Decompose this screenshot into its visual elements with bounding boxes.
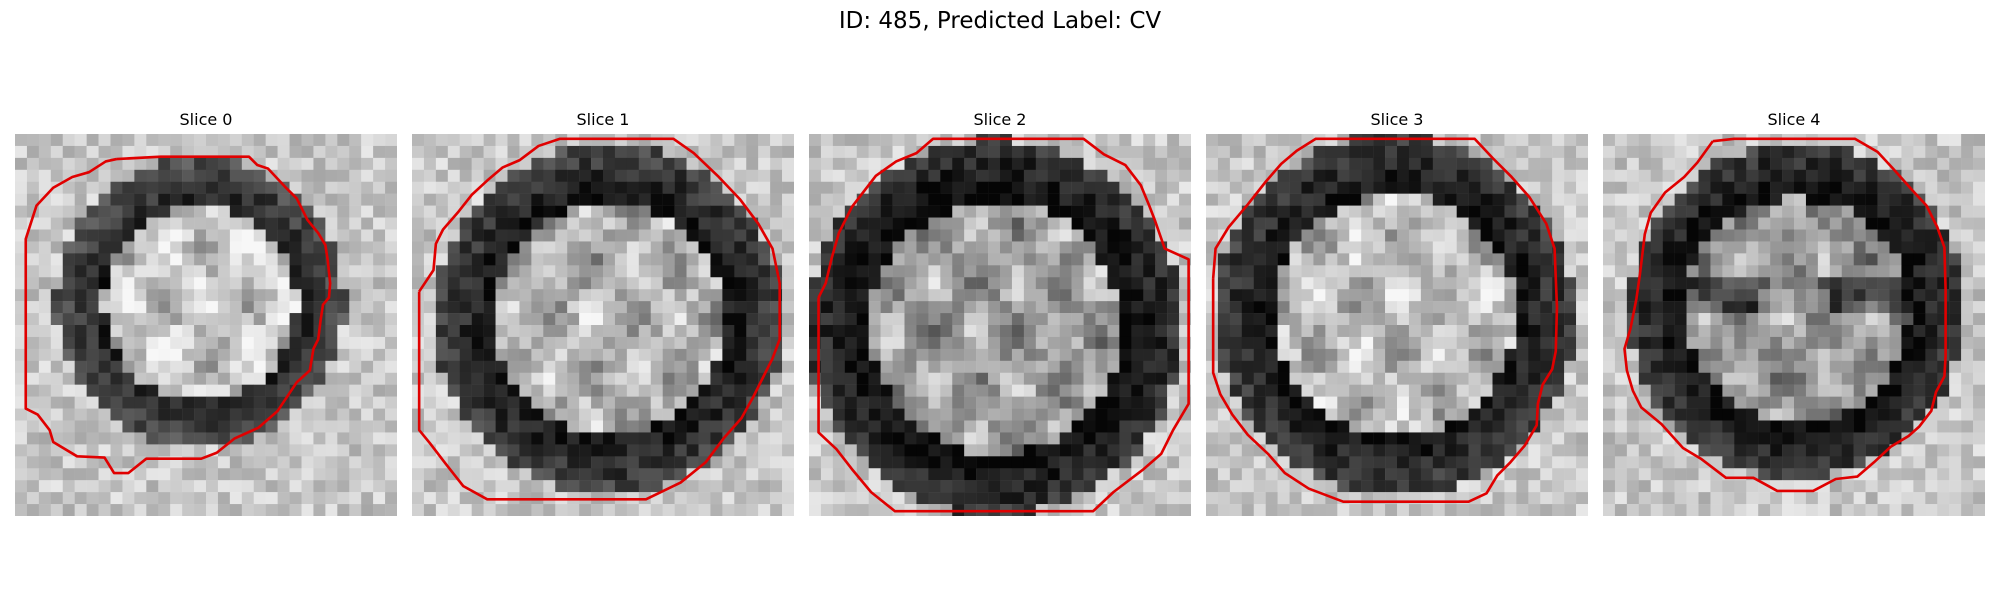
figure-title: ID: 485, Predicted Label: CV bbox=[838, 8, 1162, 34]
pixel-grid bbox=[1603, 134, 1985, 516]
segmentation-contour bbox=[817, 137, 1190, 513]
panel-slice-4: Slice 4 bbox=[1603, 104, 1985, 522]
panel-title: Slice 3 bbox=[1370, 110, 1424, 129]
pixel-grid bbox=[412, 134, 794, 516]
panel-slice-2: Slice 2 bbox=[809, 104, 1191, 522]
panel-slice-3: Slice 3 bbox=[1206, 104, 1588, 522]
pixel-grid bbox=[1206, 134, 1588, 516]
panel-slice-1: Slice 1 bbox=[412, 104, 794, 522]
segmentation-contour bbox=[24, 155, 332, 475]
panel-title: Slice 1 bbox=[576, 110, 630, 129]
panel-title: Slice 2 bbox=[973, 110, 1027, 129]
segmentation-contour bbox=[1211, 137, 1559, 503]
pixel-grid bbox=[809, 134, 1191, 516]
segmentation-contour bbox=[417, 137, 781, 501]
panel-title: Slice 0 bbox=[179, 110, 233, 129]
slice-image bbox=[1206, 134, 1588, 516]
pixel-grid bbox=[15, 134, 397, 516]
slice-image bbox=[809, 134, 1191, 516]
panel-title: Slice 4 bbox=[1767, 110, 1821, 129]
panel-slice-0: Slice 0 bbox=[15, 104, 397, 522]
slice-image bbox=[412, 134, 794, 516]
slice-image bbox=[1603, 134, 1985, 516]
slice-image bbox=[15, 134, 397, 516]
segmentation-contour bbox=[1623, 137, 1947, 493]
